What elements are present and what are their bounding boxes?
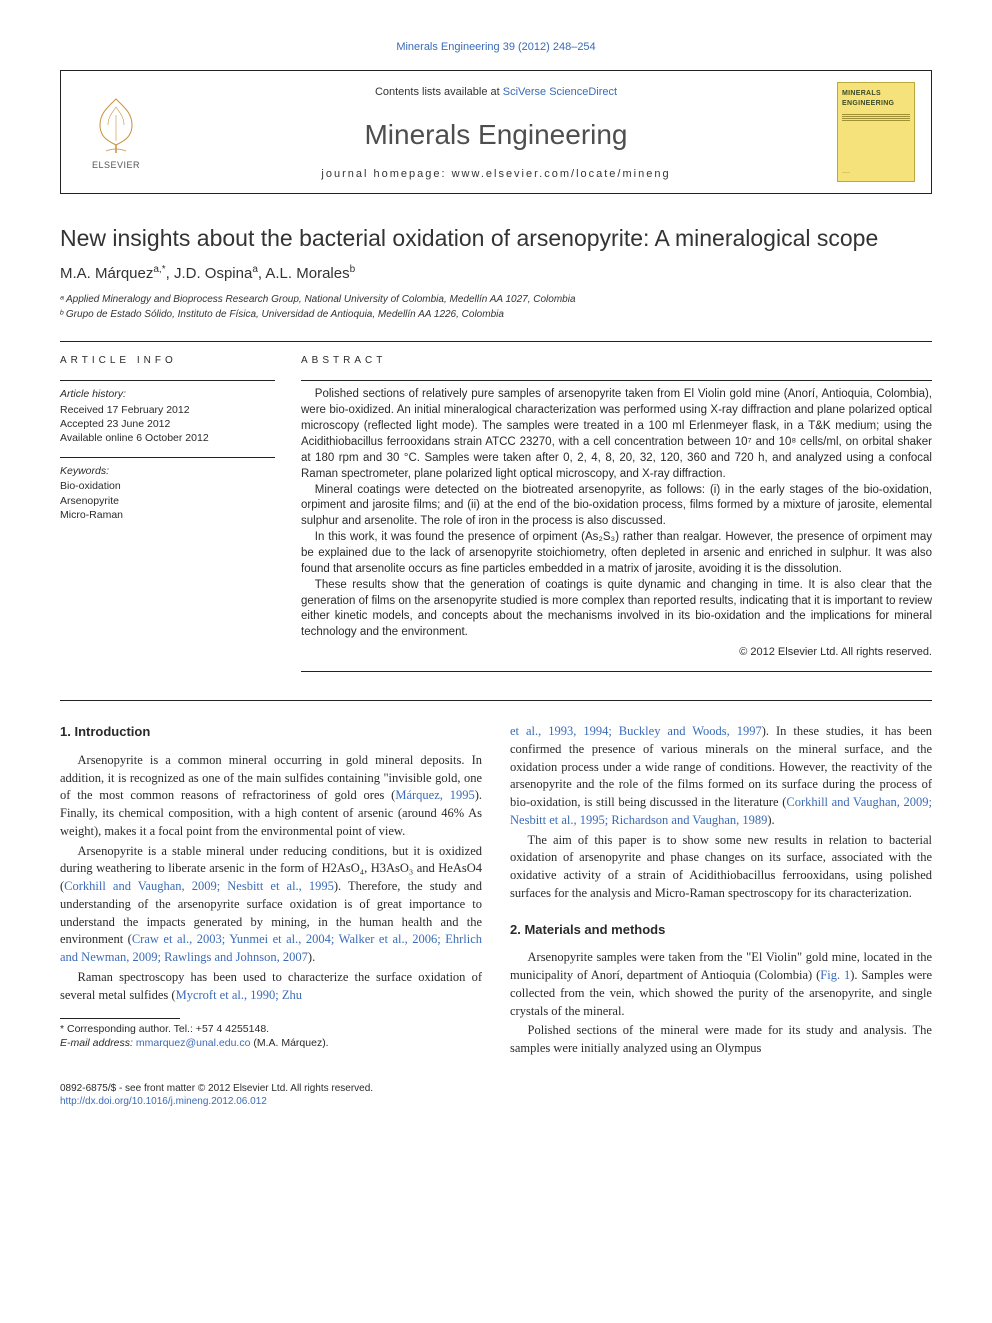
doi-link[interactable]: http://dx.doi.org/10.1016/j.mineng.2012.… [60, 1095, 932, 1109]
page-footer: 0892-6875/$ - see front matter © 2012 El… [60, 1082, 932, 1109]
ref-link[interactable]: Corkhill and Vaughan, 2009; Nesbitt et a… [64, 879, 334, 893]
intro-p2: Arsenopyrite is a stable mineral under r… [60, 843, 482, 967]
methods-p1: Arsenopyrite samples were taken from the… [510, 949, 932, 1020]
keywords-label: Keywords: [60, 464, 275, 479]
abstract-p3: In this work, it was found the presence … [301, 530, 932, 578]
affiliation-a: ᵃ Applied Mineralogy and Bioprocess Rese… [60, 293, 932, 308]
history-accepted: Accepted 23 June 2012 [60, 417, 275, 431]
footer-copyright: 0892-6875/$ - see front matter © 2012 El… [60, 1082, 932, 1096]
fig-link[interactable]: Fig. 1 [820, 968, 850, 982]
article-info: ARTICLE INFO Article history: Received 1… [60, 342, 275, 672]
journal-header: ELSEVIER Contents lists available at Sci… [60, 70, 932, 194]
publisher-logo-cell: ELSEVIER [61, 71, 171, 193]
section-1-heading: 1. Introduction [60, 723, 482, 742]
cover-footer: —— [842, 169, 910, 175]
author-3-aff: b [350, 264, 356, 275]
email-post: (M.A. Márquez). [250, 1037, 328, 1049]
abstract-p2: Mineral coatings were detected on the bi… [301, 483, 932, 531]
journal-cover: MINERALS ENGINEERING —— [837, 82, 915, 182]
journal-citation[interactable]: Minerals Engineering 39 (2012) 248–254 [60, 40, 932, 56]
journal-cover-cell: MINERALS ENGINEERING —— [821, 71, 931, 193]
corresponding-author: * Corresponding author. Tel.: +57 4 4255… [60, 1023, 482, 1037]
contents-prefix: Contents lists available at [375, 86, 503, 98]
keyword-2: Arsenopyrite [60, 494, 275, 508]
ref-link[interactable]: et al., 1993, 1994; Buckley and Woods, 1… [510, 724, 762, 738]
elsevier-logo: ELSEVIER [88, 93, 144, 172]
authors: M.A. Márqueza,*, J.D. Ospinaa, A.L. Mora… [60, 263, 932, 285]
author-3: , A.L. Morales [258, 265, 350, 282]
author-1-aff: a,* [153, 264, 165, 275]
contents-line: Contents lists available at SciVerse Sci… [375, 85, 617, 101]
section-2-heading: 2. Materials and methods [510, 921, 932, 940]
publisher-name: ELSEVIER [92, 159, 140, 172]
email-line: E-mail address: mmarquez@unal.edu.co (M.… [60, 1037, 482, 1051]
keyword-3: Micro-Raman [60, 508, 275, 522]
article-info-heading: ARTICLE INFO [60, 354, 275, 369]
email-link[interactable]: mmarquez@unal.edu.co [136, 1037, 251, 1049]
abstract: ABSTRACT Polished sections of relatively… [301, 342, 932, 672]
cover-title: MINERALS ENGINEERING [842, 89, 910, 109]
history-online: Available online 6 October 2012 [60, 431, 275, 445]
intro-p3: Raman spectroscopy has been used to char… [60, 969, 482, 1005]
affiliation-b: ᵇ Grupo de Estado Sólido, Instituto de F… [60, 308, 932, 323]
intro-p1: Arsenopyrite is a common mineral occurri… [60, 752, 482, 841]
affiliations: ᵃ Applied Mineralogy and Bioprocess Rese… [60, 293, 932, 323]
history-received: Received 17 February 2012 [60, 403, 275, 417]
abstract-p1: Polished sections of relatively pure sam… [301, 387, 932, 482]
history-label: Article history: [60, 387, 275, 402]
author-2: , J.D. Ospina [166, 265, 253, 282]
keyword-1: Bio-oxidation [60, 479, 275, 493]
ref-link[interactable]: Mycroft et al., 1990; Zhu [176, 988, 302, 1002]
intro-p4: et al., 1993, 1994; Buckley and Woods, 1… [510, 723, 932, 830]
abstract-heading: ABSTRACT [301, 354, 932, 369]
article-title: New insights about the bacterial oxidati… [60, 224, 932, 253]
methods-p2: Polished sections of the mineral were ma… [510, 1022, 932, 1058]
intro-p5: The aim of this paper is to show some ne… [510, 832, 932, 903]
email-label: E-mail address: [60, 1037, 136, 1049]
sciencedirect-link[interactable]: SciVerse ScienceDirect [503, 86, 617, 98]
ref-link[interactable]: Márquez, 1995 [395, 788, 474, 802]
body-columns: 1. Introduction Arsenopyrite is a common… [60, 723, 932, 1058]
journal-title: Minerals Engineering [364, 115, 627, 156]
abstract-p4: These results show that the generation o… [301, 578, 932, 641]
header-center: Contents lists available at SciVerse Sci… [171, 71, 821, 193]
elsevier-tree-icon [88, 93, 144, 157]
author-1: M.A. Márquez [60, 265, 153, 282]
abstract-copyright: © 2012 Elsevier Ltd. All rights reserved… [301, 645, 932, 661]
journal-homepage[interactable]: journal homepage: www.elsevier.com/locat… [321, 167, 670, 183]
